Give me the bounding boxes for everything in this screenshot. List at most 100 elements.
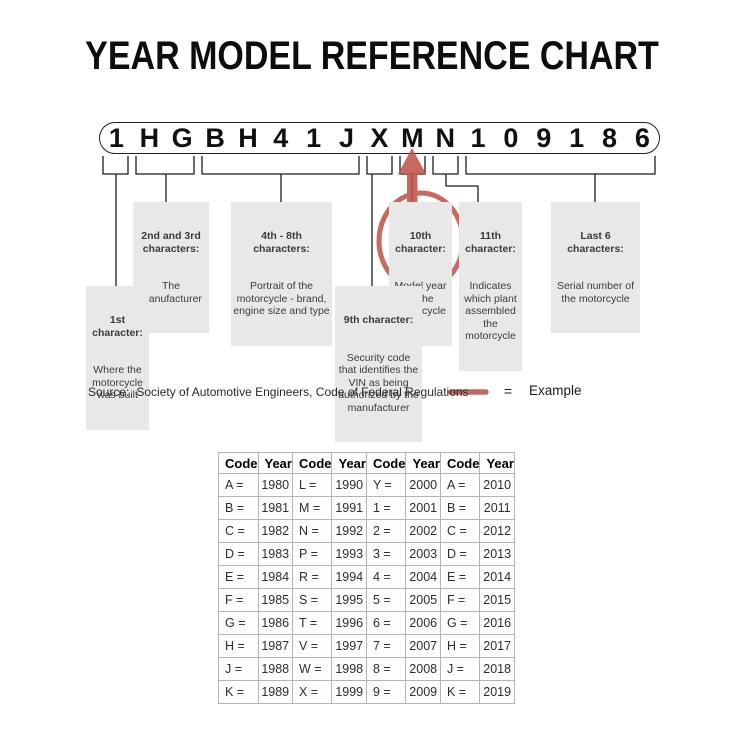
code-cell: D = (439, 542, 481, 566)
callout-heading: 9th character: (343, 314, 414, 326)
bracket-chars-2-3 (135, 156, 195, 175)
year-cell: 1984 (257, 565, 293, 589)
code-cell: S = (291, 588, 333, 612)
stem-char-11 (445, 174, 479, 202)
year-cell: 1983 (257, 542, 293, 566)
code-cell: 4 = (365, 565, 407, 589)
callout-body: Where the motorcycle was built (92, 364, 143, 401)
callout-heading: 11th character: (465, 230, 516, 255)
callout-heading: 2nd and 3rd characters: (141, 230, 201, 255)
code-cell: 8 = (365, 657, 407, 681)
equals-sign: = (504, 383, 513, 399)
callout-heading: Last 6 characters: (567, 230, 624, 255)
year-cell: 1996 (331, 611, 367, 635)
code-cell: H = (439, 634, 481, 658)
year-cell: 1987 (257, 634, 293, 658)
code-cell: B = (218, 496, 259, 520)
code-cell: J = (218, 657, 259, 681)
vin-character-5: H (238, 123, 258, 153)
vin-character-9: X (370, 123, 389, 153)
year-table-body: A = 1980 L = 1990 Y = 2000 A = 2010 B = 1981 M = 19… (218, 473, 515, 704)
table-row: F = 1985 S = 1995 5 = 2005 F = 2015 (218, 588, 515, 612)
source-text: Society of Automotive Engineers, Code of… (136, 385, 469, 399)
code-cell: F = (439, 588, 481, 612)
year-cell: 2019 (479, 680, 515, 704)
code-cell: D = (218, 542, 259, 566)
vin-character-13: 0 (503, 123, 519, 153)
table-row: A = 1980 L = 1990 Y = 2000 A = 2010 (218, 473, 515, 497)
table-header-row: Code Year Code Year Code Year Code Year (218, 452, 515, 474)
code-cell: V = (291, 634, 333, 658)
vin-character-7: 1 (306, 123, 322, 153)
callout-last-6: Last 6 characters: Serial number of the … (551, 202, 640, 333)
year-cell: 1988 (257, 657, 293, 681)
code-cell: 6 = (365, 611, 407, 635)
year-cell: 2001 (405, 496, 441, 520)
callout-chars-2-3: 2nd and 3rd characters: The manufacturer (133, 202, 209, 333)
table-header-cell: Year (331, 452, 367, 474)
vin-character-1: 1 (108, 123, 124, 153)
source-label: Source: (88, 385, 130, 399)
code-cell: K = (439, 680, 481, 704)
vin-character-11: N (435, 123, 455, 153)
year-cell: 1997 (331, 634, 367, 658)
callout-char-1: 1st character: Where the motorcycle was … (86, 286, 149, 430)
table-row: J = 1988 W = 1998 8 = 2008 J = 2018 (218, 657, 515, 681)
year-cell: 1990 (331, 473, 367, 497)
vin-character-14: 9 (536, 123, 552, 153)
year-cell: 1991 (331, 496, 367, 520)
year-cell: 1993 (331, 542, 367, 566)
callout-body: The manufacturer (140, 280, 202, 305)
code-cell: N = (291, 519, 333, 543)
year-cell: 2004 (405, 565, 441, 589)
vin-character-2: H (139, 123, 160, 153)
year-cell: 2018 (479, 657, 515, 681)
year-cell: 2012 (479, 519, 515, 543)
code-cell: R = (291, 565, 333, 589)
source-line: Source: Society of Automotive Engineers, … (88, 385, 469, 399)
year-cell: 1999 (331, 680, 367, 704)
code-cell: C = (439, 519, 481, 543)
vin-character-17: 6 (634, 123, 650, 153)
code-cell: X = (291, 680, 333, 704)
year-cell: 1982 (257, 519, 293, 543)
year-cell: 1989 (257, 680, 293, 704)
year-code-table: Code Year Code Year Code Year Code Year A = 1980… (218, 452, 515, 704)
callout-heading: 10th character: (395, 230, 446, 255)
vin-character-15: 1 (569, 123, 585, 153)
year-cell: 1992 (331, 519, 367, 543)
year-cell: 1985 (257, 588, 293, 612)
code-cell: B = (439, 496, 481, 520)
year-cell: 2003 (405, 542, 441, 566)
code-cell: G = (218, 611, 259, 635)
code-cell: 9 = (365, 680, 407, 704)
bracket-char-9 (366, 156, 393, 175)
year-cell: 2017 (479, 634, 515, 658)
code-cell: T = (291, 611, 333, 635)
table-row: E = 1984 R = 1994 4 = 2004 E = 2014 (218, 565, 515, 589)
year-cell: 1980 (257, 473, 293, 497)
code-cell: M = (291, 496, 333, 520)
year-cell: 1998 (331, 657, 367, 681)
vin-character-10: M (401, 123, 424, 153)
bracket-last-6 (465, 156, 656, 175)
table-header-cell: Code (218, 452, 259, 474)
table-row: G = 1986 T = 1996 6 = 2006 G = 2016 (218, 611, 515, 635)
callout-char-11: 11th character: Indicates which plant as… (459, 202, 522, 371)
table-header-cell: Year (257, 452, 293, 474)
year-cell: 2015 (479, 588, 515, 612)
vin-character-3: G (171, 123, 193, 153)
year-cell: 2008 (405, 657, 441, 681)
code-cell: E = (439, 565, 481, 589)
example-label: Example (529, 383, 582, 398)
code-cell: G = (439, 611, 481, 635)
code-cell: 7 = (365, 634, 407, 658)
vin-character-12: 1 (470, 123, 486, 153)
code-cell: P = (291, 542, 333, 566)
code-cell: F = (218, 588, 259, 612)
year-cell: 2009 (405, 680, 441, 704)
code-cell: H = (218, 634, 259, 658)
callout-body: Security code that identifies the VIN as… (338, 351, 419, 414)
